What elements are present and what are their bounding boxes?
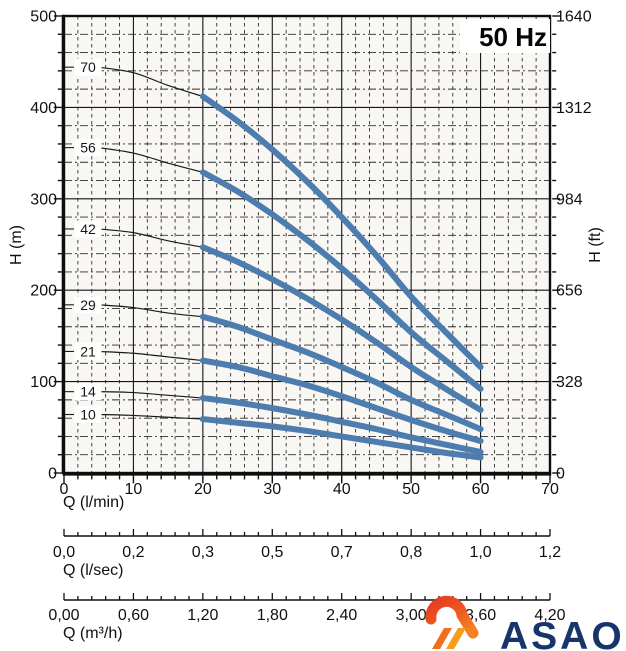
secondary-tick-label: 1,20 <box>187 607 218 624</box>
x-tick-label: 0 <box>60 481 69 498</box>
y-left-tick-label: 200 <box>30 283 57 300</box>
curve-thick-segment <box>199 416 484 461</box>
y-right-tick-label: 1312 <box>556 100 592 117</box>
y-axis-right-ticks <box>552 15 561 474</box>
secondary-tick-label: 0,5 <box>261 544 283 561</box>
secondary-tick-label: 0,60 <box>118 607 149 624</box>
secondary-tick-label: 0,7 <box>331 544 353 561</box>
secondary-axis-2: 0,00 0,60 1,20 1,80 2,40 3,00 3,60 4,20 Q (m³/h) <box>48 593 566 642</box>
secondary-tick-label: 2,40 <box>326 607 357 624</box>
curve-10: 10 <box>65 406 484 461</box>
curve-thick-segment <box>199 313 484 433</box>
y-axis-right-title: H (ft) <box>587 227 604 263</box>
plot-area <box>64 16 550 473</box>
curve-thin-segment <box>98 350 203 362</box>
curve-thick-segment <box>199 93 484 370</box>
x-tick-label: 10 <box>125 481 143 498</box>
secondary-tick-label: 3,60 <box>465 607 496 624</box>
logo-flame-icon <box>425 595 479 639</box>
y-right-tick-label: 0 <box>556 466 565 483</box>
x-tick-label: 70 <box>541 481 559 498</box>
logo-wordmark: ASAO <box>500 615 625 651</box>
secondary-tick-label: 0,00 <box>48 607 79 624</box>
secondary-tick-label: 1,0 <box>469 544 491 561</box>
secondary-tick-label: 0,8 <box>400 544 422 561</box>
curve-label-bg <box>74 406 102 424</box>
curve-label-bg <box>74 342 102 360</box>
curve-label: 56 <box>80 140 96 156</box>
logo-stripe1-icon <box>432 628 452 649</box>
x-axis-title: Q (l/min) <box>63 494 124 511</box>
y-left-tick-label: 0 <box>48 466 57 483</box>
curve-label: 70 <box>80 59 96 75</box>
secondary-axis-title: Q (m³/h) <box>63 625 123 642</box>
frequency-badge-bg <box>460 19 550 53</box>
x-tick-label: 60 <box>472 481 490 498</box>
logo-stripe2-icon <box>446 628 466 649</box>
secondary-tick-label: 3,00 <box>396 607 427 624</box>
curve-label: 14 <box>80 384 96 400</box>
frequency-badge: 50 Hz <box>460 19 550 53</box>
secondary-tick-label: 0,3 <box>192 544 214 561</box>
secondary-tick-label: 1,2 <box>539 544 561 561</box>
y-right-tick-label: 656 <box>556 283 583 300</box>
curve-label: 10 <box>80 407 96 423</box>
y-left-tick-label: 400 <box>30 100 57 117</box>
curve-21: 21 <box>65 342 484 445</box>
x-tick-label: 50 <box>402 481 420 498</box>
curve-29: 29 <box>65 296 484 433</box>
y-left-tick-label: 500 <box>30 9 57 26</box>
grid-minor <box>64 16 550 473</box>
asao-logo: ASAO <box>424 595 625 651</box>
y-left-tick-label: 300 <box>30 191 57 208</box>
x-tick-label: 20 <box>194 481 212 498</box>
y-axis-left-title: H (m) <box>8 225 25 265</box>
curve-label: 21 <box>80 343 96 359</box>
secondary-axis-1: 0,0 0,2 0,3 0,5 0,7 0,8 1,0 1,2 Q (l/sec) <box>53 529 561 579</box>
curve-42: 42 <box>65 220 484 413</box>
y-right-tick-label: 984 <box>556 191 583 208</box>
secondary-tick-label: 4,20 <box>534 607 565 624</box>
curve-thin-segment <box>98 66 204 98</box>
y-right-tick-label: 1640 <box>556 9 592 26</box>
frequency-badge-label: 50 Hz <box>479 22 547 52</box>
curve-label: 29 <box>80 297 96 313</box>
secondary-tick-label: 0,0 <box>53 544 75 561</box>
curve-label-bg <box>74 220 102 238</box>
curve-label: 42 <box>80 221 96 237</box>
y-axis-left-ticks <box>53 15 62 474</box>
curve-thin-segment <box>98 413 203 420</box>
curve-label-bg <box>74 383 102 401</box>
curve-thick-segment <box>199 357 484 445</box>
curve-label-bg <box>74 58 102 76</box>
secondary-axis-title: Q (l/sec) <box>63 562 123 579</box>
curve-14: 14 <box>65 383 484 455</box>
curve-thick-segment <box>199 169 484 392</box>
y-left-tick-label: 100 <box>30 374 57 391</box>
y-right-tick-label: 328 <box>556 374 583 391</box>
x-tick-label: 40 <box>333 481 351 498</box>
x-tick-label: 30 <box>263 481 281 498</box>
secondary-tick-label: 0,2 <box>122 544 144 561</box>
curve-thin-segment <box>98 228 203 248</box>
secondary-tick-label: 1,80 <box>257 607 288 624</box>
x-axis-ticks <box>63 475 551 484</box>
curve-70: 70 <box>65 58 484 370</box>
curve-thick-segment <box>199 244 484 413</box>
curve-label-bg <box>74 296 102 314</box>
curve-thin-segment <box>98 391 203 399</box>
curve-label-bg <box>74 139 102 157</box>
curve-thick-segment <box>199 395 484 455</box>
curve-thin-segment <box>98 304 203 318</box>
curve-thin-segment <box>98 147 204 173</box>
curve-56: 56 <box>65 139 484 392</box>
